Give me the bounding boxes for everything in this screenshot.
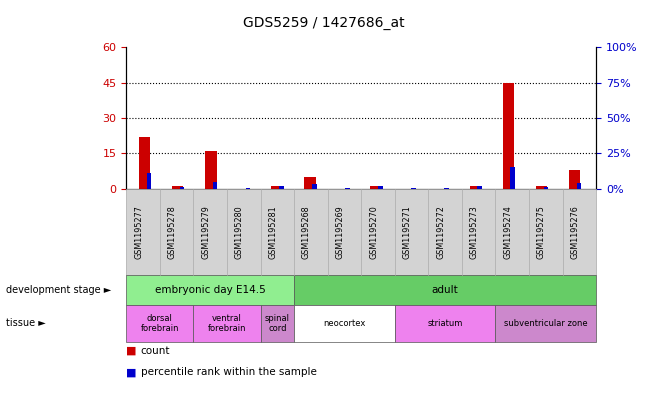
Bar	[271, 186, 283, 189]
Bar	[569, 170, 581, 189]
Bar	[205, 151, 216, 189]
Bar	[544, 187, 548, 189]
Text: ventral
forebrain: ventral forebrain	[208, 314, 246, 333]
Bar	[179, 187, 184, 189]
Text: embryonic day E14.5: embryonic day E14.5	[155, 285, 266, 295]
Bar	[378, 186, 383, 189]
Text: count: count	[141, 346, 170, 356]
Text: GDS5259 / 1427686_at: GDS5259 / 1427686_at	[243, 16, 405, 30]
Bar	[246, 188, 250, 189]
Text: GSM1195280: GSM1195280	[235, 205, 244, 259]
Bar	[279, 186, 284, 189]
Text: ■: ■	[126, 367, 137, 377]
Text: GSM1195279: GSM1195279	[202, 205, 210, 259]
Text: percentile rank within the sample: percentile rank within the sample	[141, 367, 316, 377]
Text: dorsal
forebrain: dorsal forebrain	[141, 314, 179, 333]
Bar	[146, 173, 151, 189]
Text: subventricular zone: subventricular zone	[504, 319, 588, 328]
Bar	[213, 182, 217, 189]
Bar	[511, 167, 515, 189]
Bar	[577, 183, 581, 189]
Text: GSM1195268: GSM1195268	[302, 205, 311, 259]
Bar	[478, 186, 482, 189]
Text: neocortex: neocortex	[323, 319, 365, 328]
Text: GSM1195277: GSM1195277	[134, 205, 143, 259]
Text: GSM1195278: GSM1195278	[168, 205, 177, 259]
Text: GSM1195269: GSM1195269	[336, 205, 345, 259]
Bar	[445, 188, 449, 189]
Bar	[371, 186, 382, 189]
Text: ■: ■	[126, 346, 137, 356]
Bar	[172, 186, 183, 189]
Text: spinal
cord: spinal cord	[265, 314, 290, 333]
Text: GSM1195276: GSM1195276	[570, 205, 579, 259]
Bar	[470, 186, 481, 189]
Bar	[411, 188, 416, 189]
Text: GSM1195272: GSM1195272	[436, 205, 445, 259]
Text: GSM1195275: GSM1195275	[537, 205, 546, 259]
Bar	[536, 186, 548, 189]
Bar	[345, 188, 350, 189]
Bar	[503, 83, 515, 189]
Text: GSM1195271: GSM1195271	[402, 205, 411, 259]
Text: tissue ►: tissue ►	[6, 318, 46, 328]
Text: GSM1195274: GSM1195274	[503, 205, 513, 259]
Bar	[304, 177, 316, 189]
Bar	[139, 137, 150, 189]
Text: adult: adult	[432, 285, 459, 295]
Text: GSM1195273: GSM1195273	[470, 205, 479, 259]
Text: development stage ►: development stage ►	[6, 285, 111, 295]
Text: striatum: striatum	[428, 319, 463, 328]
Text: GSM1195281: GSM1195281	[268, 205, 277, 259]
Bar	[312, 184, 317, 189]
Text: GSM1195270: GSM1195270	[369, 205, 378, 259]
